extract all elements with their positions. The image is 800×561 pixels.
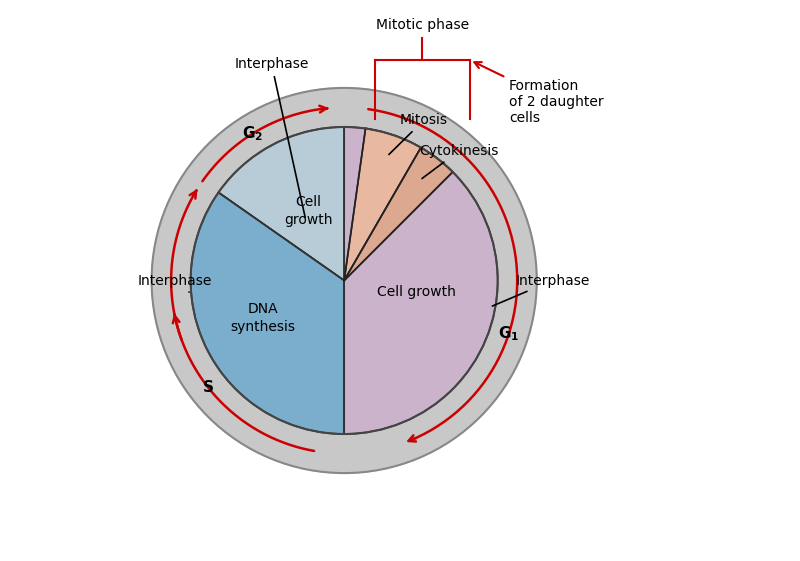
Wedge shape: [344, 128, 421, 280]
Text: Mitotic phase: Mitotic phase: [376, 18, 469, 32]
Wedge shape: [218, 127, 344, 280]
Wedge shape: [344, 148, 453, 280]
Text: Interphase: Interphase: [234, 57, 309, 217]
Text: Cytokinesis: Cytokinesis: [419, 144, 499, 178]
Text: Interphase: Interphase: [138, 274, 212, 292]
Wedge shape: [344, 127, 498, 434]
Text: Formation
of 2 daughter
cells: Formation of 2 daughter cells: [474, 62, 603, 125]
Circle shape: [190, 127, 498, 434]
Text: Interphase: Interphase: [492, 274, 590, 306]
Text: $\mathbf{S}$: $\mathbf{S}$: [202, 379, 214, 395]
Wedge shape: [190, 192, 344, 434]
Text: $\mathbf{G_2}$: $\mathbf{G_2}$: [242, 125, 263, 143]
Circle shape: [151, 88, 537, 473]
Text: $\mathbf{G_1}$: $\mathbf{G_1}$: [498, 325, 519, 343]
Text: Cell
growth: Cell growth: [285, 195, 333, 227]
Text: DNA
synthesis: DNA synthesis: [230, 302, 296, 334]
Text: Mitosis: Mitosis: [389, 113, 448, 154]
Text: Cell growth: Cell growth: [378, 284, 456, 298]
